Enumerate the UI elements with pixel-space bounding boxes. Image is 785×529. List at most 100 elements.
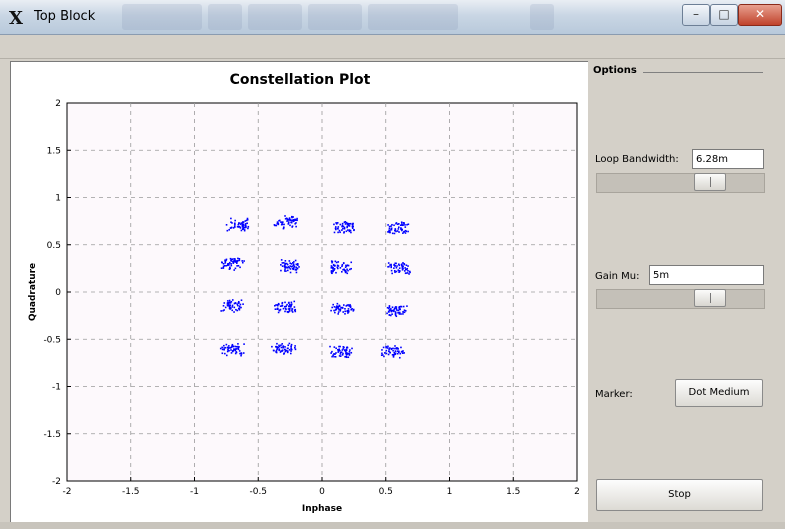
- scatter-point: [342, 346, 345, 348]
- minimize-button[interactable]: –: [682, 4, 710, 26]
- scatter-point: [221, 348, 224, 351]
- gain-mu-slider-thumb[interactable]: [694, 289, 727, 307]
- scatter-point: [290, 348, 293, 351]
- scatter-point: [228, 262, 230, 265]
- scatter-points: [219, 215, 411, 359]
- scatter-point: [394, 271, 396, 274]
- constellation-cluster: [330, 260, 353, 275]
- scatter-point: [244, 224, 247, 226]
- scatter-point: [403, 352, 405, 354]
- loop-bandwidth-slider[interactable]: [596, 173, 765, 193]
- scatter-point: [220, 310, 222, 312]
- gain-mu-slider[interactable]: [596, 289, 765, 309]
- scatter-point: [393, 267, 395, 269]
- scatter-point: [346, 310, 349, 312]
- scatter-point: [332, 267, 334, 269]
- constellation-plot-svg: -2 -1.5 -1 -0.5 0 0.5 1 1.5 2 2 1.5 1 0.5 0 -0.5 -1 -1.…: [28, 72, 580, 514]
- scatter-point: [295, 222, 297, 224]
- scatter-point: [293, 264, 295, 266]
- scatter-point: [280, 344, 282, 347]
- scatter-point: [335, 222, 337, 224]
- scatter-point: [337, 305, 340, 308]
- scatter-point: [287, 344, 290, 347]
- loop-bandwidth-field[interactable]: [692, 149, 764, 169]
- scatter-point: [336, 222, 339, 224]
- scatter-point: [334, 260, 337, 263]
- scatter-point: [293, 309, 296, 312]
- scatter-point: [239, 352, 241, 355]
- scatter-point: [383, 352, 386, 354]
- scatter-point: [277, 311, 280, 314]
- scatter-point: [234, 345, 236, 348]
- scatter-point: [241, 225, 244, 228]
- scatter-point: [347, 264, 350, 267]
- scatter-point: [288, 342, 291, 345]
- x-axis-label: Inphase: [302, 504, 342, 514]
- scatter-point: [381, 354, 384, 356]
- x-logo-icon: X: [9, 8, 23, 29]
- scatter-point: [292, 216, 294, 218]
- scatter-point: [346, 226, 348, 229]
- gain-mu-field[interactable]: [649, 265, 764, 285]
- scatter-point: [225, 264, 228, 267]
- scatter-point: [395, 266, 398, 269]
- scatter-point: [346, 268, 348, 271]
- scatter-point: [387, 231, 389, 233]
- scatter-point: [285, 349, 287, 352]
- maximize-button[interactable]: □: [710, 4, 738, 26]
- scatter-point: [282, 307, 285, 310]
- x-tick-label: -1: [190, 487, 199, 497]
- scatter-point: [220, 267, 223, 270]
- scatter-point: [343, 231, 345, 234]
- scatter-point: [401, 224, 404, 227]
- scatter-point: [290, 343, 293, 346]
- scatter-point: [287, 221, 290, 223]
- scatter-point: [289, 352, 292, 355]
- scatter-point: [394, 265, 396, 267]
- scatter-point: [290, 221, 293, 224]
- scatter-point: [223, 347, 226, 349]
- scatter-point: [337, 265, 340, 267]
- scatter-point: [398, 311, 401, 314]
- scatter-point: [241, 228, 244, 231]
- scatter-point: [341, 224, 344, 227]
- scatter-point: [395, 230, 397, 233]
- scatter-point: [380, 354, 383, 356]
- scatter-point: [224, 260, 227, 262]
- scatter-point: [335, 347, 337, 350]
- scatter-point: [340, 306, 342, 309]
- scatter-point: [345, 348, 348, 351]
- scatter-point: [341, 229, 343, 231]
- scatter-point: [408, 273, 410, 275]
- scatter-point: [294, 345, 296, 347]
- scatter-point: [398, 231, 400, 233]
- scatter-point: [401, 267, 404, 269]
- loop-bandwidth-slider-thumb[interactable]: [694, 173, 727, 191]
- scatter-point: [225, 354, 228, 357]
- scatter-point: [286, 303, 288, 306]
- scatter-point: [394, 347, 396, 350]
- stop-button[interactable]: Stop: [596, 479, 763, 511]
- scatter-point: [337, 311, 340, 313]
- scatter-point: [228, 307, 231, 310]
- scatter-point: [286, 347, 289, 350]
- scatter-point: [241, 260, 244, 262]
- scatter-point: [275, 224, 278, 227]
- marker-select-button[interactable]: Dot Medium: [675, 379, 763, 407]
- scatter-point: [294, 346, 296, 349]
- scatter-point: [347, 269, 349, 272]
- scatter-point: [282, 345, 284, 347]
- scatter-point: [281, 265, 284, 267]
- scatter-point: [221, 346, 223, 349]
- scatter-point: [237, 257, 239, 260]
- scatter-point: [331, 355, 333, 358]
- scatter-point: [385, 346, 387, 349]
- scatter-point: [350, 351, 353, 354]
- scatter-point: [295, 271, 298, 274]
- scatter-point: [287, 302, 290, 304]
- scatter-point: [245, 225, 247, 228]
- scatter-point: [234, 226, 236, 228]
- scatter-point: [390, 266, 392, 269]
- scatter-point: [346, 352, 348, 354]
- close-button[interactable]: ✕: [738, 4, 782, 26]
